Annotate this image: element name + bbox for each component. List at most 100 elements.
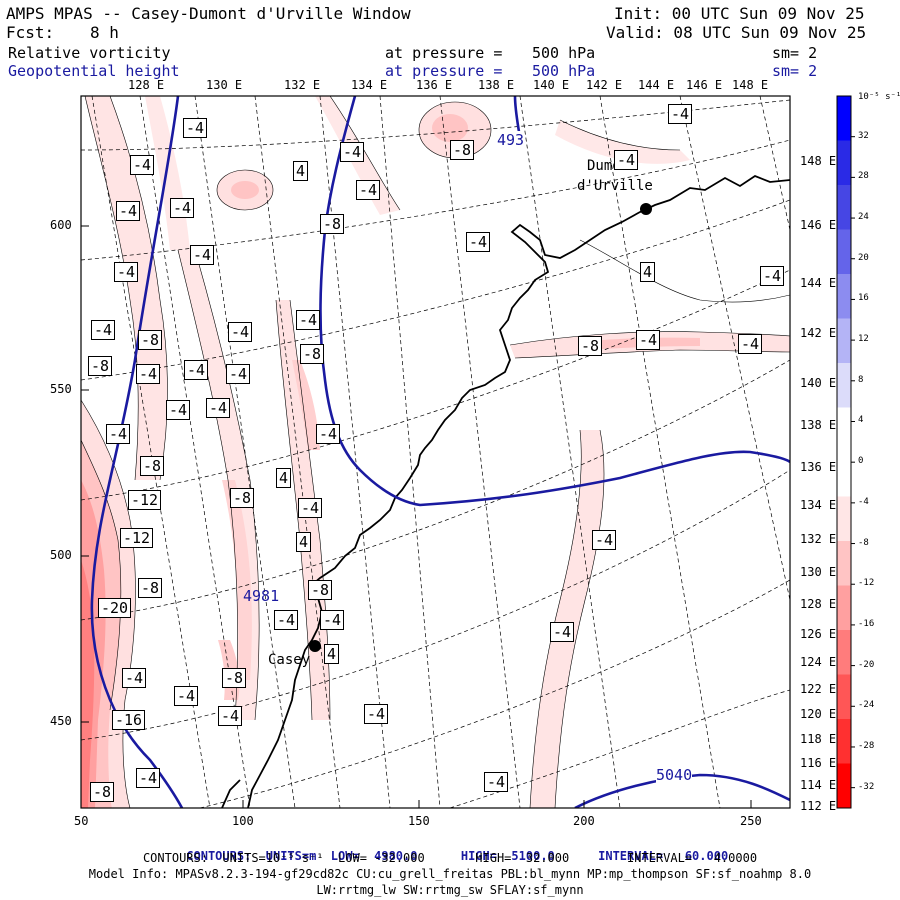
colorbar xyxy=(836,95,852,809)
right-lon-label: 126 E xyxy=(800,627,837,641)
right-lon-label: 116 E xyxy=(800,756,837,770)
station-dot-dumont xyxy=(640,203,652,215)
vorticity-label: -4 xyxy=(136,364,161,384)
right-lon-label: 134 E xyxy=(800,498,837,512)
vorticity-label: -4 xyxy=(206,398,231,418)
field-name-height: Geopotential height xyxy=(8,62,180,80)
colorbar-swatch xyxy=(837,719,851,764)
vorticity-label: -20 xyxy=(98,598,132,618)
colorbar-swatch xyxy=(837,585,851,630)
vorticity-label: -4 xyxy=(274,610,299,630)
station-label-durville: d'Urville xyxy=(577,178,653,194)
colorbar-label: 4 xyxy=(858,415,864,426)
vorticity-label: 4 xyxy=(293,161,309,181)
vorticity-label: -4 xyxy=(340,142,365,162)
vorticity-label: -4 xyxy=(636,330,661,350)
vorticity-label: -8 xyxy=(450,140,475,160)
right-lon-label: 146 E xyxy=(800,218,837,232)
vorticity-label: -12 xyxy=(128,490,162,510)
y-tick-label: 600 xyxy=(50,218,72,232)
vorticity-label: -4 xyxy=(466,232,491,252)
height-label: 5040 xyxy=(656,766,693,784)
vorticity-label: -4 xyxy=(356,180,381,200)
vorticity-label: -4 xyxy=(184,360,209,380)
vorticity-label: -8 xyxy=(138,330,163,350)
top-lon-label: 142 E xyxy=(586,78,623,92)
x-tick-label: 250 xyxy=(740,814,762,828)
field-sm-height: sm= 2 xyxy=(772,62,818,80)
top-lon-label: 130 E xyxy=(206,78,243,92)
forecast-label: Fcst: xyxy=(6,23,55,42)
colorbar-label: 24 xyxy=(858,212,869,223)
top-lon-label: 132 E xyxy=(284,78,321,92)
station-dot-casey xyxy=(309,640,321,652)
top-lon-label: 128 E xyxy=(128,78,165,92)
field-at-vorticity: at pressure = xyxy=(385,44,503,62)
colorbar-unit: 10⁻⁵ s⁻¹ xyxy=(858,92,900,102)
app-title: AMPS MPAS -- Casey-Dumont d'Urville Wind… xyxy=(6,4,411,23)
vorticity-label: -4 xyxy=(484,772,509,792)
vorticity-label: -8 xyxy=(320,214,345,234)
vorticity-label: -8 xyxy=(90,782,115,802)
right-lon-label: 112 E xyxy=(800,799,837,813)
right-lon-label: 142 E xyxy=(800,326,837,340)
colorbar-label: -24 xyxy=(858,700,875,711)
footer-units: UNITS=m xyxy=(265,849,317,863)
vorticity-label: -4 xyxy=(122,668,147,688)
y-tick-label: 500 xyxy=(50,548,72,562)
colorbar-label: 20 xyxy=(858,252,869,263)
colorbar-swatch xyxy=(837,96,851,141)
colorbar-swatch xyxy=(837,496,851,541)
top-lon-label: 144 E xyxy=(638,78,675,92)
top-lon-label: 148 E xyxy=(732,78,769,92)
vorticity-label: -4 xyxy=(364,704,389,724)
right-lon-label: 148 E xyxy=(800,154,837,168)
vorticity-label: -4 xyxy=(614,150,639,170)
height-contours xyxy=(90,96,790,808)
vorticity-label: -8 xyxy=(308,580,333,600)
right-lon-label: 128 E xyxy=(800,597,837,611)
colorbar-swatch xyxy=(837,274,851,319)
colorbar-swatch xyxy=(837,541,851,586)
colorbar-label: 0 xyxy=(858,456,864,467)
height-label: 493 xyxy=(497,131,525,149)
vorticity-label: -4 xyxy=(668,104,693,124)
vorticity-label: -4 xyxy=(738,334,763,354)
station-label-casey: Casey xyxy=(268,652,311,668)
footer-contours: CONTOURS: xyxy=(186,849,252,863)
colorbar-label: -8 xyxy=(858,537,869,548)
colorbar-label: -28 xyxy=(858,740,875,751)
colorbar-swatch xyxy=(837,674,851,719)
vorticity-label: -4 xyxy=(228,322,253,342)
vorticity-label: -4 xyxy=(183,118,208,138)
colorbar-label: 8 xyxy=(858,374,864,385)
vorticity-label: -4 xyxy=(174,686,199,706)
vorticity-label: -4 xyxy=(91,320,116,340)
colorbar-swatch xyxy=(837,407,851,452)
vorticity-label: -4 xyxy=(106,424,131,444)
footer-interval: INTERVAL= 60.000 xyxy=(598,849,729,863)
colorbar-label: -32 xyxy=(858,781,875,792)
right-lon-label: 114 E xyxy=(800,778,837,792)
vorticity-label: -8 xyxy=(140,456,165,476)
top-lon-label: 138 E xyxy=(478,78,515,92)
colorbar-swatch xyxy=(837,452,851,497)
footer-height-info: CONTOURS: UNITS=m LOW= 4980.0 HIGH= 5100… xyxy=(0,835,900,863)
vorticity-label: -8 xyxy=(88,356,113,376)
field-name-vorticity: Relative vorticity xyxy=(8,44,171,62)
field-level-height: 500 hPa xyxy=(532,62,596,80)
vorticity-label: -4 xyxy=(296,310,321,330)
init-time: Init: 00 UTC Sun 09 Nov 25 xyxy=(614,4,865,23)
x-tick-label: 150 xyxy=(408,814,430,828)
colorbar-label: -12 xyxy=(858,578,875,589)
y-tick-label: 550 xyxy=(50,382,72,396)
right-lon-label: 138 E xyxy=(800,418,837,432)
colorbar-label: 32 xyxy=(858,130,869,141)
vorticity-label: -4 xyxy=(550,622,575,642)
right-lon-label: 118 E xyxy=(800,732,837,746)
colorbar-swatch xyxy=(837,363,851,408)
right-lon-label: 120 E xyxy=(800,707,837,721)
vorticity-label: 4 xyxy=(324,644,340,664)
vorticity-label: -8 xyxy=(230,488,255,508)
